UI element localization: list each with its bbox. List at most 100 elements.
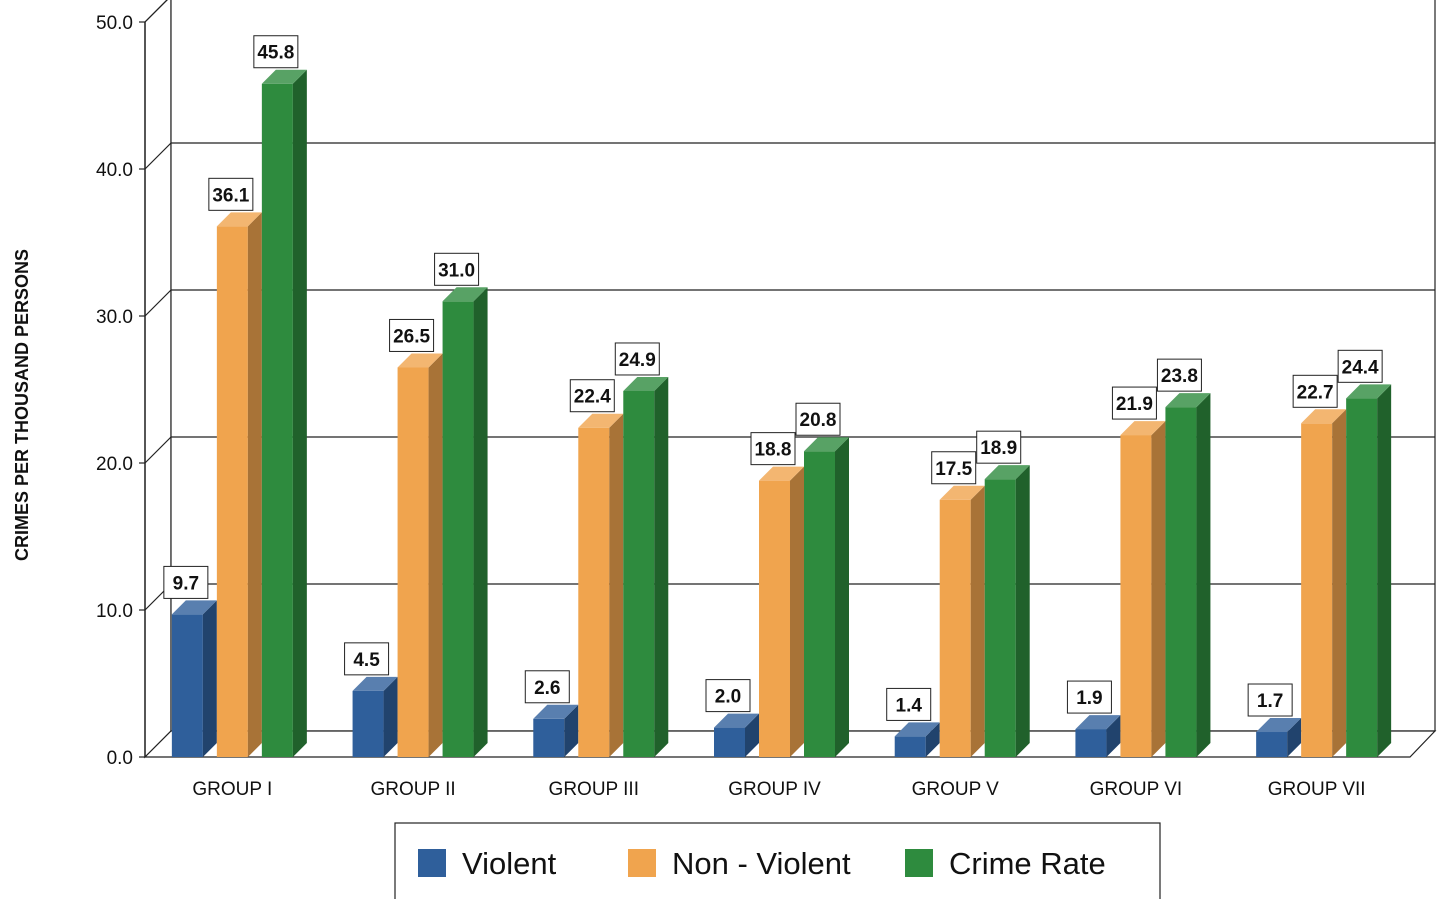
bar-top bbox=[442, 287, 488, 302]
legend-swatch bbox=[628, 849, 656, 877]
bar-side bbox=[1015, 465, 1030, 757]
data-label: 1.4 bbox=[886, 687, 932, 721]
data-label: 22.7 bbox=[1292, 374, 1338, 408]
data-label-text: 18.8 bbox=[755, 440, 792, 461]
bar-top bbox=[1346, 384, 1392, 399]
data-label-text: 4.5 bbox=[353, 650, 380, 671]
data-label: 45.8 bbox=[253, 35, 299, 69]
data-label-text: 18.9 bbox=[980, 438, 1017, 459]
bar-front bbox=[352, 690, 384, 757]
bar-front bbox=[759, 480, 790, 757]
y-axis-title: CRIMES PER THOUSAND PERSONS bbox=[12, 249, 32, 561]
data-label-box bbox=[434, 252, 480, 286]
data-label-text: 36.1 bbox=[212, 185, 249, 206]
data-label-text: 23.8 bbox=[1161, 366, 1198, 387]
bar bbox=[533, 704, 579, 757]
bar bbox=[216, 212, 262, 757]
bar-top bbox=[1165, 393, 1211, 408]
bar-front bbox=[1256, 732, 1288, 757]
y-axis-ticks: 0.0 10.0 20.0 30.0 40.0 50.0 bbox=[96, 13, 146, 769]
data-label: 21.9 bbox=[1111, 386, 1157, 420]
data-label-text: 22.7 bbox=[1297, 382, 1334, 403]
data-label-text: 22.4 bbox=[574, 387, 611, 408]
data-label: 23.8 bbox=[1156, 358, 1202, 392]
bar-front bbox=[984, 479, 1016, 757]
bar-side bbox=[654, 376, 669, 757]
bar-front bbox=[578, 427, 610, 757]
data-label-box bbox=[1292, 374, 1338, 408]
bar-side bbox=[383, 676, 398, 757]
bar-side bbox=[835, 437, 849, 757]
legend-swatch bbox=[418, 849, 446, 877]
bar-front bbox=[1075, 729, 1107, 757]
bar-front bbox=[804, 451, 835, 757]
legend-label: Non - Violent bbox=[672, 846, 851, 881]
data-label-text: 2.0 bbox=[715, 687, 741, 708]
bar-top bbox=[352, 676, 398, 691]
bar-top bbox=[578, 413, 624, 428]
data-label-text: 1.9 bbox=[1076, 688, 1102, 709]
bar-front bbox=[261, 83, 293, 758]
bar-front bbox=[894, 736, 926, 757]
side-wall bbox=[144, 0, 172, 759]
legend-item: Crime Rate bbox=[905, 846, 1106, 881]
data-label-box bbox=[389, 318, 435, 352]
data-label-box bbox=[569, 379, 615, 413]
data-label-box bbox=[1156, 358, 1202, 392]
bar-top bbox=[171, 600, 217, 615]
data-label-box bbox=[1111, 386, 1157, 420]
bar-top bbox=[894, 722, 940, 737]
bar-top bbox=[397, 353, 443, 368]
bar bbox=[984, 465, 1030, 757]
data-label-text: 26.5 bbox=[393, 326, 430, 347]
data-label: 1.9 bbox=[1066, 680, 1112, 714]
data-label: 2.0 bbox=[705, 679, 751, 713]
y-tick-label: 10.0 bbox=[96, 601, 133, 622]
bar-top bbox=[623, 376, 669, 391]
bar-top bbox=[1075, 715, 1121, 730]
legend-item: Non - Violent bbox=[628, 846, 851, 881]
legend-label: Violent bbox=[462, 846, 557, 881]
data-label-box bbox=[705, 679, 751, 713]
bar-top bbox=[1120, 421, 1166, 436]
bar-side bbox=[1377, 384, 1392, 757]
data-label-text: 24.9 bbox=[619, 350, 656, 371]
bar-top bbox=[804, 437, 849, 452]
bar bbox=[1346, 384, 1392, 757]
data-label: 1.7 bbox=[1247, 683, 1293, 717]
data-label-text: 31.0 bbox=[438, 260, 475, 281]
bar-side bbox=[473, 287, 488, 757]
data-label-text: 1.7 bbox=[1257, 691, 1283, 712]
bar bbox=[939, 485, 985, 757]
bar bbox=[804, 437, 849, 757]
bar bbox=[894, 722, 940, 757]
data-label-box bbox=[1066, 680, 1112, 714]
bar-side bbox=[1196, 393, 1211, 757]
y-tick-label: 40.0 bbox=[96, 160, 133, 181]
data-label-text: 20.8 bbox=[800, 410, 837, 431]
bar-front bbox=[623, 390, 655, 757]
data-label-box bbox=[1337, 349, 1383, 383]
x-category-label: GROUP II bbox=[370, 779, 455, 800]
x-category-label: GROUP VII bbox=[1268, 779, 1366, 800]
bar bbox=[1075, 715, 1121, 757]
data-label: 22.4 bbox=[569, 379, 615, 413]
data-label-box bbox=[886, 687, 932, 721]
bar-top bbox=[714, 713, 759, 728]
data-label: 24.4 bbox=[1337, 349, 1383, 383]
legend-label: Crime Rate bbox=[949, 846, 1106, 881]
y-tick-label: 20.0 bbox=[96, 454, 133, 475]
bar-front bbox=[442, 301, 474, 757]
x-category-label: GROUP VI bbox=[1090, 779, 1183, 800]
bar bbox=[261, 69, 307, 758]
bar bbox=[578, 413, 624, 757]
data-label-box bbox=[931, 451, 977, 485]
data-label-text: 17.5 bbox=[935, 459, 972, 480]
data-label-box bbox=[208, 177, 254, 211]
y-tick-label: 0.0 bbox=[107, 748, 133, 769]
bar bbox=[352, 676, 398, 757]
x-category-label: GROUP V bbox=[912, 779, 1000, 800]
bar-top bbox=[1256, 718, 1302, 733]
data-label: 31.0 bbox=[434, 252, 480, 286]
